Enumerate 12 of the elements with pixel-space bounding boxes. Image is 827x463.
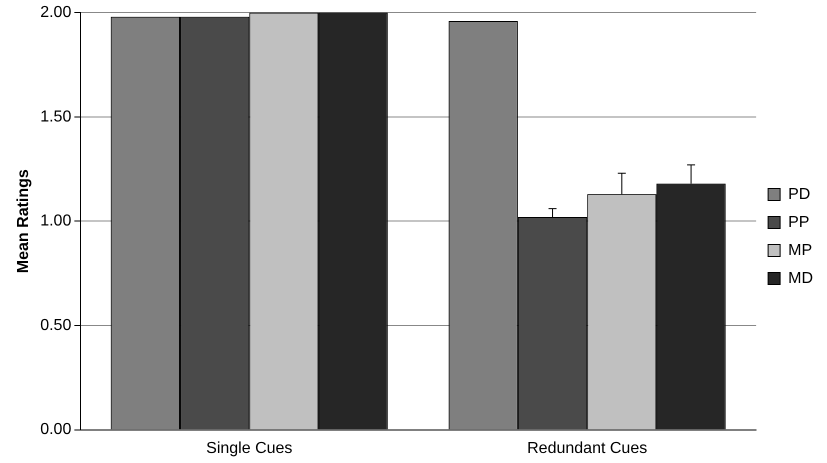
y-tick-label: 2.00 bbox=[40, 4, 72, 22]
legend-label: MD bbox=[788, 270, 814, 287]
x-tick-label: Redundant Cues bbox=[527, 440, 648, 457]
legend-label: PP bbox=[788, 214, 810, 231]
y-tick-label: 0.00 bbox=[40, 421, 72, 438]
legend-label: PD bbox=[788, 186, 810, 203]
y-axis-title: Mean Ratings bbox=[15, 169, 32, 274]
y-tick-label: 1.50 bbox=[40, 108, 72, 126]
y-tick-label: 1.00 bbox=[40, 212, 72, 230]
legend-label: MP bbox=[788, 242, 812, 259]
y-tick-label: 0.50 bbox=[40, 316, 72, 334]
x-tick-label: Single Cues bbox=[206, 440, 292, 457]
